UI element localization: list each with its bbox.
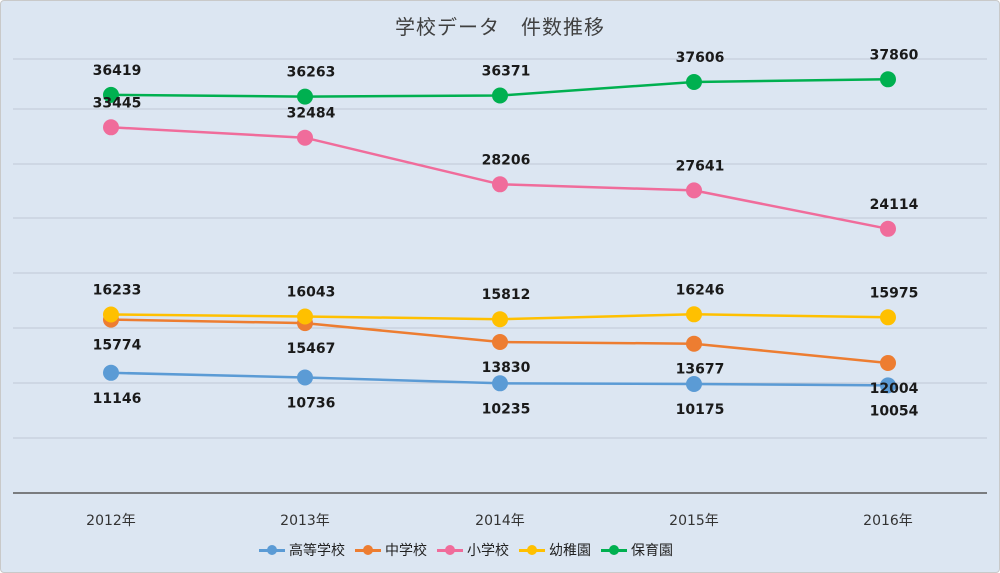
data-point [103, 364, 119, 381]
data-label: 16246 [676, 282, 725, 298]
legend-marker-icon [519, 544, 545, 556]
data-label: 27641 [676, 158, 725, 174]
data-label: 13677 [676, 362, 725, 378]
data-point [880, 220, 896, 237]
data-point [880, 377, 896, 394]
data-point [880, 71, 896, 88]
legend-label: 高等学校 [289, 543, 345, 559]
data-label: 10175 [676, 402, 725, 418]
data-point [686, 74, 702, 90]
data-point [686, 182, 702, 199]
legend-label: 幼稚園 [549, 543, 591, 559]
data-label: 28206 [482, 152, 531, 168]
data-point [492, 334, 508, 350]
legend-marker-icon [259, 544, 285, 556]
legend-item: 中学校 [355, 540, 427, 560]
data-label: 12004 [870, 381, 919, 397]
legend-label: 中学校 [385, 543, 427, 559]
data-point [492, 87, 508, 104]
data-label: 15975 [870, 285, 919, 301]
legend-item: 高等学校 [259, 540, 345, 560]
data-point [297, 369, 313, 386]
data-label: 16043 [287, 285, 336, 301]
data-point [686, 335, 702, 352]
data-point [297, 308, 313, 325]
data-label: 15774 [93, 338, 142, 354]
data-label: 15467 [287, 341, 336, 357]
data-point [686, 306, 702, 323]
data-label: 24114 [870, 197, 919, 213]
data-point [103, 86, 119, 103]
data-point [880, 355, 896, 371]
chart-title: 学校データ 件数推移 [395, 15, 605, 39]
data-label: 33445 [93, 95, 142, 111]
data-label: 36263 [287, 65, 336, 81]
data-label: 10054 [870, 403, 919, 419]
legend-item: 保育園 [601, 540, 673, 560]
data-label: 36371 [482, 64, 531, 80]
data-point [686, 376, 702, 392]
legend-label: 保育園 [631, 543, 673, 559]
data-point [492, 311, 508, 328]
x-tick-label: 2015年 [669, 513, 719, 529]
legend-item: 小学校 [437, 540, 509, 560]
data-point [492, 176, 508, 193]
data-point [297, 129, 313, 146]
data-label: 13830 [482, 360, 531, 376]
legend-label: 小学校 [467, 543, 509, 559]
x-tick-label: 2014年 [475, 513, 525, 529]
legend-item: 幼稚園 [519, 540, 591, 560]
chart-legend: 高等学校 中学校 小学校 幼稚園 保育園 [259, 537, 673, 563]
data-point [880, 309, 896, 326]
data-point [103, 119, 119, 136]
legend-marker-icon [355, 544, 381, 556]
x-tick-label: 2013年 [280, 513, 330, 529]
data-point [103, 306, 119, 323]
data-point [297, 88, 313, 105]
data-label: 11146 [93, 391, 142, 407]
data-point [492, 375, 508, 392]
legend-marker-icon [437, 544, 463, 556]
data-label: 16233 [93, 283, 142, 299]
data-label: 37860 [870, 47, 919, 63]
data-label: 37606 [676, 50, 725, 66]
legend-marker-icon [601, 544, 627, 556]
x-tick-label: 2012年 [86, 513, 136, 529]
data-label: 10736 [287, 396, 336, 412]
data-label: 10235 [482, 401, 531, 417]
data-label: 36419 [93, 63, 142, 79]
x-tick-label: 2016年 [863, 513, 913, 529]
data-label: 32484 [287, 106, 336, 122]
data-label: 15812 [482, 287, 531, 303]
